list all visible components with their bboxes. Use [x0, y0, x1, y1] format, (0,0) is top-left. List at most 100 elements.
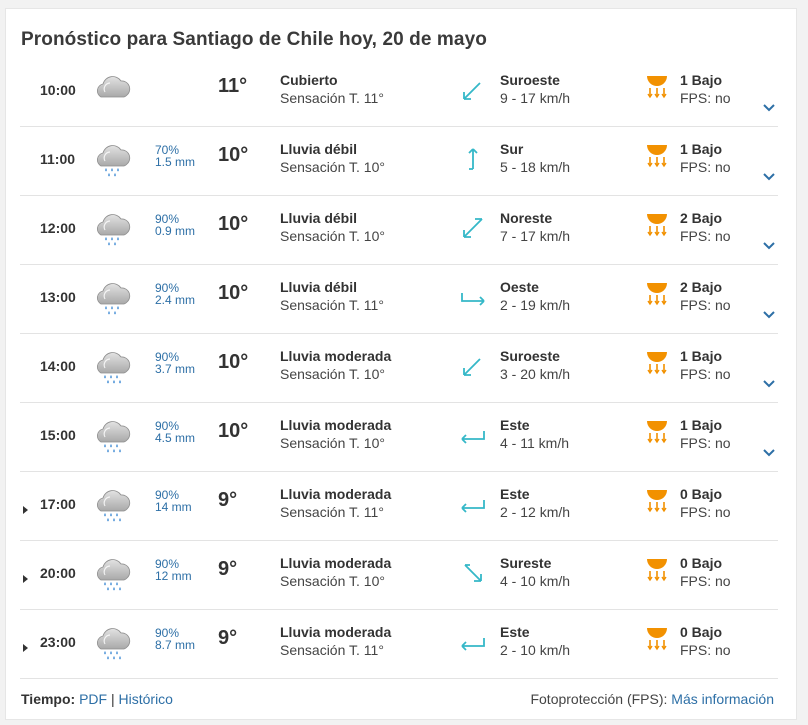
- uv-sun-icon: [645, 279, 669, 307]
- chevron-down-icon[interactable]: [762, 169, 776, 181]
- chevron-down-icon[interactable]: [762, 238, 776, 250]
- precip-probability: 90%: [155, 350, 180, 364]
- row-temperature: 11°: [218, 75, 248, 97]
- row-condition: Lluvia débil: [280, 210, 358, 226]
- precip-amount: 2.4 mm: [155, 293, 196, 307]
- fps-value: FPS: no: [680, 504, 731, 520]
- row-feels-like: Sensación T. 10°: [280, 366, 385, 382]
- row-time: 14:00: [40, 358, 76, 374]
- forecast-row: 13:00 90% 2.4 mm 10° Lluvia débil Sensació…: [20, 265, 778, 334]
- forecast-table: 10:00 11° Cubierto Sensación T. 11° Suroest…: [20, 58, 778, 679]
- row-feels-like: Sensación T. 11°: [280, 297, 384, 313]
- row-temperature: 10°: [218, 420, 249, 442]
- row-condition: Lluvia moderada: [280, 486, 392, 502]
- uv-index: 1 Bajo: [680, 141, 723, 157]
- light-rain-icon: [93, 279, 133, 317]
- row-condition: Lluvia débil: [280, 279, 358, 295]
- row-temperature: 9°: [218, 627, 238, 649]
- fps-value: FPS: no: [680, 435, 731, 451]
- light-rain-icon: [93, 141, 133, 179]
- uv-sun-icon: [645, 210, 669, 238]
- page-title: Pronóstico para Santiago de Chile hoy, 2…: [21, 29, 487, 50]
- row-time: 12:00: [40, 220, 76, 236]
- precip-amount: 0.9 mm: [155, 224, 196, 238]
- expand-triangle-icon[interactable]: [23, 575, 28, 583]
- precip-amount: 3.7 mm: [155, 362, 196, 376]
- expand-triangle-icon[interactable]: [23, 506, 28, 514]
- footer-label: Tiempo:: [21, 691, 76, 707]
- precipitation: 90% 3.7 mm: [155, 351, 195, 375]
- uv-index: 2 Bajo: [680, 279, 723, 295]
- row-temperature: 10°: [218, 213, 249, 235]
- fps-info: Fotoprotección (FPS): Más información: [530, 691, 774, 707]
- wind-speed: 2 - 10 km/h: [500, 642, 571, 658]
- forecast-row[interactable]: 17:00 90% 14 mm 9° Lluvia moderada Sensaci…: [20, 472, 778, 541]
- forecast-row[interactable]: 20:00 90% 12 mm 9° Lluvia moderada Sensaci…: [20, 541, 778, 610]
- forecast-card: Pronóstico para Santiago de Chile hoy, 2…: [5, 8, 797, 720]
- wind-direction: Sur: [500, 141, 524, 157]
- row-time: 11:00: [40, 151, 76, 167]
- light-rain-icon: [93, 210, 133, 248]
- wind-direction: Sureste: [500, 555, 552, 571]
- chevron-down-icon[interactable]: [762, 307, 776, 319]
- arrow-southwest-icon: [460, 77, 486, 103]
- precip-probability: 90%: [155, 281, 180, 295]
- row-temperature: 9°: [218, 558, 238, 580]
- row-feels-like: Sensación T. 11°: [280, 642, 384, 658]
- expand-triangle-icon[interactable]: [23, 644, 28, 652]
- row-feels-like: Sensación T. 10°: [280, 228, 385, 244]
- wind-speed: 4 - 10 km/h: [500, 573, 571, 589]
- arrow-east-icon: [460, 491, 486, 517]
- uv-sun-icon: [645, 624, 669, 652]
- chevron-down-icon[interactable]: [762, 100, 776, 112]
- row-temperature: 10°: [218, 282, 249, 304]
- forecast-row: 15:00 90% 4.5 mm 10° Lluvia moderada Sensa…: [20, 403, 778, 472]
- row-condition: Lluvia moderada: [280, 417, 392, 433]
- moderate-rain-icon: [93, 486, 133, 524]
- footer-links: Tiempo: PDF | Histórico: [21, 691, 173, 707]
- row-time: 10:00: [40, 82, 76, 98]
- precipitation: 90% 8.7 mm: [155, 627, 195, 651]
- wind-speed: 7 - 17 km/h: [500, 228, 571, 244]
- precip-amount: 4.5 mm: [155, 431, 196, 445]
- uv-index: 0 Bajo: [680, 624, 723, 640]
- precipitation: 90% 0.9 mm: [155, 213, 195, 237]
- uv-index: 1 Bajo: [680, 348, 723, 364]
- row-feels-like: Sensación T. 11°: [280, 504, 384, 520]
- moderate-rain-icon: [93, 417, 133, 455]
- precip-probability: 90%: [155, 626, 180, 640]
- row-feels-like: Sensación T. 10°: [280, 435, 385, 451]
- row-time: 17:00: [40, 496, 76, 512]
- moderate-rain-icon: [93, 555, 133, 593]
- row-feels-like: Sensación T. 11°: [280, 90, 384, 106]
- forecast-row: 14:00 90% 3.7 mm 10° Lluvia moderada Sensa…: [20, 334, 778, 403]
- precipitation: 90% 4.5 mm: [155, 420, 195, 444]
- precipitation: 70% 1.5 mm: [155, 144, 195, 168]
- precip-amount: 14 mm: [155, 500, 192, 514]
- wind-direction: Suroeste: [500, 72, 560, 88]
- forecast-row[interactable]: 23:00 90% 8.7 mm 9° Lluvia moderada Sensac…: [20, 610, 778, 679]
- chevron-down-icon[interactable]: [762, 376, 776, 388]
- uv-index: 2 Bajo: [680, 210, 723, 226]
- chevron-down-icon[interactable]: [762, 445, 776, 457]
- row-condition: Cubierto: [280, 72, 338, 88]
- precip-probability: 90%: [155, 557, 180, 571]
- uv-index: 0 Bajo: [680, 486, 723, 502]
- row-feels-like: Sensación T. 10°: [280, 573, 385, 589]
- row-condition: Lluvia moderada: [280, 348, 392, 364]
- uv-sun-icon: [645, 348, 669, 376]
- uv-sun-icon: [645, 417, 669, 445]
- uv-index: 1 Bajo: [680, 417, 723, 433]
- uv-sun-icon: [645, 555, 669, 583]
- row-condition: Lluvia moderada: [280, 555, 392, 571]
- row-temperature: 10°: [218, 351, 249, 373]
- fps-value: FPS: no: [680, 228, 731, 244]
- wind-speed: 2 - 12 km/h: [500, 504, 571, 520]
- fps-value: FPS: no: [680, 366, 731, 382]
- wind-direction: Oeste: [500, 279, 539, 295]
- pdf-link[interactable]: PDF: [79, 691, 108, 707]
- historico-link[interactable]: Histórico: [118, 691, 173, 707]
- row-temperature: 10°: [218, 144, 249, 166]
- fps-value: FPS: no: [680, 90, 731, 106]
- more-info-link[interactable]: Más información: [671, 691, 774, 707]
